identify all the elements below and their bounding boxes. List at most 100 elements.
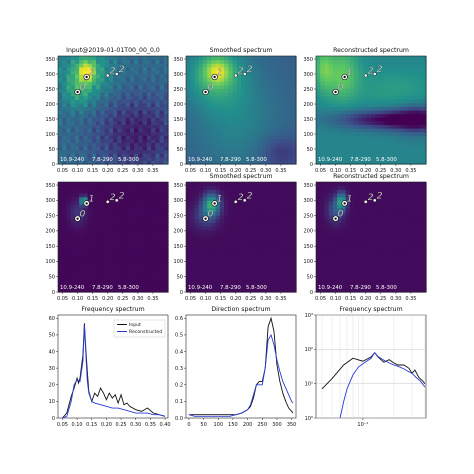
heatmap-cell <box>345 77 351 82</box>
x-tick-label: 0.35 <box>145 422 156 428</box>
heatmap-cell <box>266 244 272 249</box>
heatmap-cell <box>328 110 334 115</box>
heatmap-cell <box>358 251 364 256</box>
heatmap-cell <box>186 99 191 104</box>
heatmap-cell <box>117 211 123 216</box>
heatmap-cell <box>362 189 368 194</box>
heatmap-cell <box>202 106 208 111</box>
heatmap-cell <box>232 117 238 122</box>
heatmap-cell <box>332 66 338 71</box>
heatmap-cell <box>190 128 196 133</box>
heatmap-cell <box>202 255 208 260</box>
heatmap-cell <box>113 259 118 264</box>
heatmap-cell <box>87 160 93 165</box>
heatmap-cell <box>87 88 93 93</box>
heatmap-cell <box>332 106 338 111</box>
heatmap-cell <box>66 74 72 79</box>
heatmap-cell <box>87 128 93 133</box>
heatmap-cell <box>383 153 389 158</box>
heatmap-cell <box>400 240 406 245</box>
heatmap-cell <box>383 95 389 100</box>
heatmap-cell <box>83 222 89 227</box>
heatmap-cell <box>96 244 101 249</box>
heatmap-cell <box>287 251 293 256</box>
heatmap-cell <box>366 128 372 133</box>
heatmap-cell <box>262 182 267 187</box>
heatmap-cell <box>283 128 289 133</box>
heatmap-cell <box>186 113 191 118</box>
heatmap-cell <box>91 156 97 161</box>
heatmap-cell <box>328 237 334 242</box>
heatmap-cell <box>379 229 385 234</box>
heatmap-cell <box>155 233 161 238</box>
heatmap-cell <box>202 153 208 158</box>
heatmap-cell <box>262 113 267 118</box>
heatmap-cell <box>142 84 148 89</box>
heatmap-cell <box>362 255 368 260</box>
peak-marker-dot <box>85 202 88 205</box>
heatmap-cell <box>421 189 427 194</box>
heatmap-cell <box>320 142 326 147</box>
heatmap-cell <box>257 284 263 289</box>
footer-label: 5.8-300 <box>376 157 397 163</box>
heatmap-cell <box>228 156 234 161</box>
heatmap-cell <box>190 81 196 86</box>
heatmap-cell <box>228 99 234 104</box>
heatmap-cell <box>58 182 63 187</box>
heatmap-cell <box>146 248 152 253</box>
heatmap-cell <box>121 237 127 242</box>
heatmap-cell <box>316 74 321 79</box>
heatmap-cell <box>70 56 76 61</box>
heatmap-cell <box>253 226 259 231</box>
heatmap-cell <box>366 270 372 275</box>
heatmap-cell <box>186 124 191 129</box>
heatmap-cell <box>151 95 156 100</box>
heatmap-cell <box>354 240 359 245</box>
heatmap-cell <box>349 106 355 111</box>
heatmap-cell <box>207 70 212 75</box>
heatmap-cell <box>66 102 72 107</box>
heatmap-cell <box>362 262 368 267</box>
heatmap-cell <box>138 262 144 267</box>
heatmap-cell <box>125 77 131 82</box>
heatmap-cell <box>413 248 419 253</box>
heatmap-cell <box>387 196 393 201</box>
heatmap-cell <box>79 138 84 143</box>
heatmap-cell <box>163 102 169 107</box>
heatmap-cell <box>74 124 80 129</box>
heatmap-cell <box>257 106 263 111</box>
heatmap-cell <box>66 84 72 89</box>
heatmap-cell <box>387 131 393 136</box>
heatmap-cell <box>266 81 272 86</box>
heatmap-cell <box>70 153 76 158</box>
heatmap-cell <box>324 255 330 260</box>
heatmap-cell <box>387 185 393 190</box>
heatmap-cell <box>129 189 135 194</box>
heatmap-cell <box>387 218 393 223</box>
heatmap-cell <box>262 88 267 93</box>
x-tick-label: 0.05 <box>315 296 326 302</box>
heatmap-cell <box>262 288 267 293</box>
heatmap-cell <box>146 193 152 198</box>
heatmap-cell <box>279 124 284 129</box>
heatmap-cell <box>409 196 414 201</box>
heatmap-cell <box>383 142 389 147</box>
heatmap-cell <box>328 95 334 100</box>
heatmap-cell <box>345 146 351 151</box>
heatmap-cell <box>341 277 347 282</box>
heatmap-cell <box>151 56 156 61</box>
heatmap-cell <box>383 185 389 190</box>
heatmap-cell <box>337 207 342 212</box>
heatmap-cell <box>354 288 359 293</box>
heatmap-cell <box>96 200 101 205</box>
heatmap-cell <box>83 131 89 136</box>
heatmap-cell <box>70 233 76 238</box>
heatmap-cell <box>320 66 326 71</box>
heatmap-cell <box>241 204 246 209</box>
heatmap-cell <box>215 81 221 86</box>
heatmap-cell <box>62 117 68 122</box>
heatmap-cell <box>146 106 152 111</box>
heatmap-cell <box>134 259 139 264</box>
heatmap-cell <box>224 95 229 100</box>
heatmap-cell <box>66 226 72 231</box>
